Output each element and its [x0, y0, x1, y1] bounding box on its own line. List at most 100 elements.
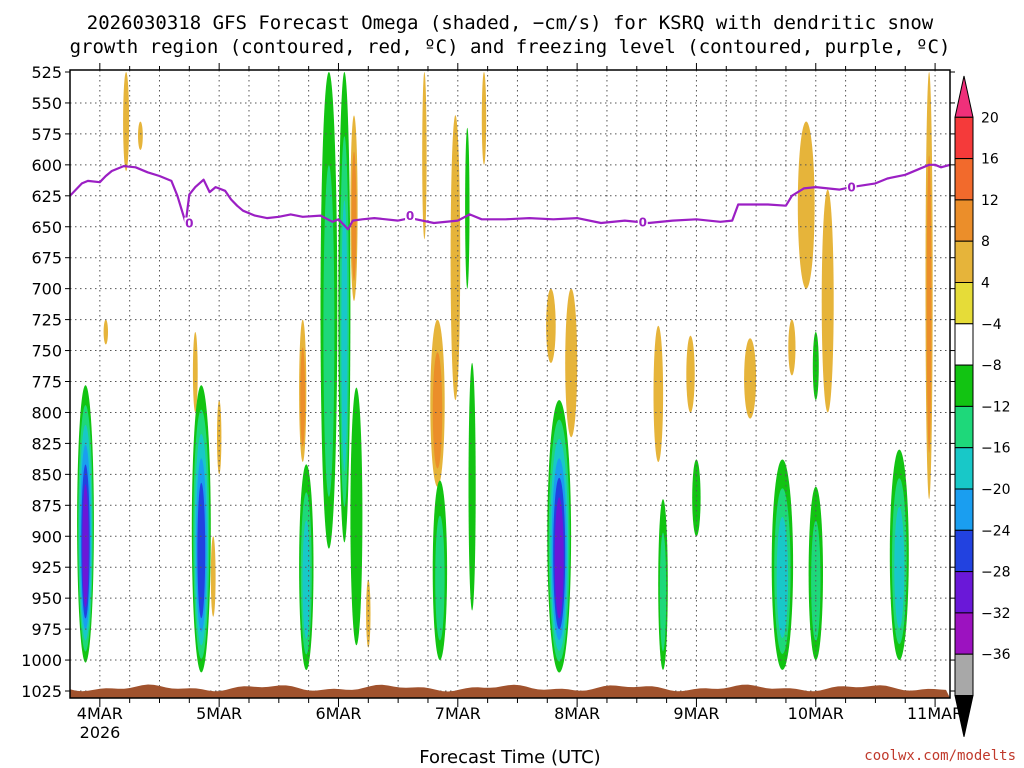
omega-band — [659, 532, 667, 652]
colorbar-label: −8 — [981, 358, 1002, 374]
omega-cell — [468, 362, 476, 611]
omega-band — [197, 482, 206, 619]
omega-cell — [192, 332, 198, 413]
omega-cell — [320, 71, 338, 549]
colorbar-box — [954, 116, 974, 160]
omega-band — [894, 506, 905, 629]
omega-cell — [350, 387, 363, 646]
x-tick-label: 5MAR — [196, 704, 242, 723]
y-tick-label: 700 — [31, 280, 62, 299]
y-tick-label: 975 — [31, 620, 62, 639]
omega-cell — [925, 72, 933, 500]
omega-band — [341, 200, 348, 472]
contour-label-bg — [405, 210, 416, 223]
colorbar-label: 12 — [981, 193, 999, 209]
y-tick-label: 850 — [31, 465, 62, 484]
y-tick-label: 675 — [31, 249, 62, 268]
colorbar-box — [954, 405, 974, 449]
colorbar-box — [954, 282, 974, 325]
x-tick-label: 11MAR — [907, 704, 963, 723]
x-axis: 4MAR 5MAR 6MAR 7MAR 8MAR 9MAR 10MAR 11MAR — [77, 63, 963, 723]
omega-cell — [889, 449, 909, 660]
y-axis: 525 550 575 600 625 650 675 700 725 750 775 800 825 8… — [21, 63, 955, 701]
omega-band — [821, 189, 834, 413]
y-tick-label: 650 — [31, 218, 62, 237]
omega-band — [797, 121, 815, 289]
omega-cell — [217, 400, 222, 475]
y-tick-label: 525 — [31, 63, 62, 82]
omega-cell — [430, 319, 445, 487]
omega-band — [465, 127, 470, 289]
colorbar-box — [954, 323, 974, 366]
omega-cell — [686, 335, 695, 413]
y-tick-label: 925 — [31, 558, 62, 577]
x-tick-label: 7MAR — [435, 704, 481, 723]
omega-cell — [808, 486, 823, 661]
omega-band — [481, 72, 487, 165]
plot-frame — [69, 69, 951, 699]
terrain-fill — [70, 684, 950, 698]
omega-shading — [77, 71, 933, 673]
y-tick-label: 950 — [31, 589, 62, 608]
colorbar-label: −20 — [981, 482, 1011, 498]
colorbar-box — [954, 529, 974, 573]
freezing-level-contour: 0 0 0 0 — [70, 163, 950, 231]
y-tick-label: 1025 — [21, 682, 62, 701]
colorbar-box — [954, 488, 974, 531]
colorbar-label: −28 — [981, 565, 1011, 581]
omega-band — [788, 319, 796, 376]
omega-cell — [77, 385, 94, 663]
omega-band — [546, 288, 556, 363]
omega-band — [744, 338, 757, 419]
x-axis-label: Forecast Time (UTC) — [419, 747, 600, 768]
omega-band — [103, 319, 109, 345]
omega-cell — [366, 579, 371, 648]
omega-band — [323, 165, 335, 497]
y-tick-label: 900 — [31, 527, 62, 546]
x-tick-label: 6MAR — [315, 704, 361, 723]
omega-band — [210, 536, 216, 617]
y-tick-label: 725 — [31, 311, 62, 330]
omega-cell — [481, 72, 487, 165]
colorbar-cap-bottom — [954, 695, 974, 737]
omega-cell — [210, 536, 216, 617]
omega-band — [468, 362, 476, 611]
omega-band — [300, 347, 306, 447]
omega-cell — [771, 459, 794, 670]
omega-band — [192, 332, 198, 413]
omega-cell — [103, 319, 109, 345]
omega-cell — [797, 121, 815, 289]
omega-band — [422, 72, 427, 240]
freezing-level-line — [70, 163, 950, 231]
colorbar-box — [954, 447, 974, 490]
omega-band — [123, 72, 130, 171]
omega-band — [432, 352, 443, 469]
y-tick-label: 575 — [31, 125, 62, 144]
omega-band — [138, 121, 143, 150]
colorbar-box — [954, 364, 974, 407]
colorbar-label: −16 — [981, 441, 1011, 457]
colorbar: 20 16 12 8 4 −4 −8 −12 −16 −20 −24 −28 −32 −36 — [954, 75, 1011, 737]
contour-label-bg — [184, 217, 195, 230]
colorbar-box — [954, 653, 974, 697]
chart-title-line2: growth region (contoured, red, ºC) and f… — [70, 36, 951, 58]
y-tick-label: 1000 — [21, 651, 62, 670]
freezing-level-label: 0 — [639, 215, 647, 229]
y-tick-label: 875 — [31, 496, 62, 515]
omega-band — [686, 335, 695, 413]
colorbar-label: −32 — [981, 606, 1011, 622]
y-tick-label: 600 — [31, 156, 62, 175]
omega-cell — [299, 319, 307, 462]
chart-title-line1: 2026030318 GFS Forecast Omega (shaded, −… — [87, 12, 934, 34]
colorbar-box — [954, 612, 974, 655]
colorbar-label: −4 — [981, 317, 1002, 333]
omega-cell — [546, 288, 556, 363]
y-tick-label: 800 — [31, 403, 62, 422]
omega-cell — [565, 288, 578, 438]
contour-label-bg — [846, 181, 857, 194]
colorbar-label: 20 — [981, 110, 999, 126]
freezing-level-label: 0 — [185, 217, 193, 231]
omega-cell — [191, 385, 211, 673]
colorbar-label: 8 — [981, 234, 990, 250]
